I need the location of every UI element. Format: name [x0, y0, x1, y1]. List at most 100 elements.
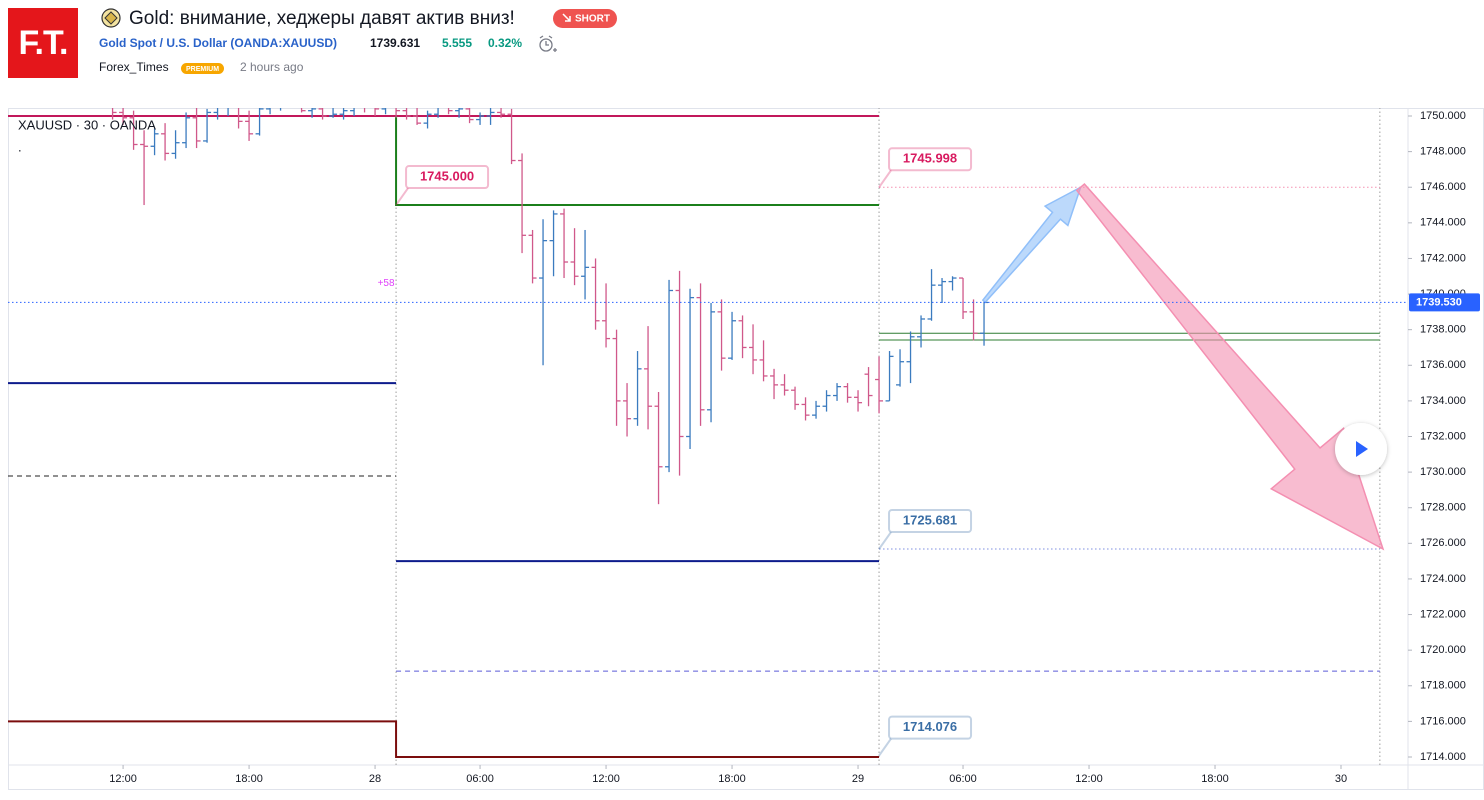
logo[interactable]: [8, 8, 78, 78]
ohlc-bar: [833, 383, 842, 401]
ohlc-bar: [948, 276, 957, 291]
y-tick-label: 1720.000: [1420, 644, 1466, 656]
ohlc-bar: [518, 153, 527, 254]
x-tick-label: 12:00: [1075, 773, 1103, 785]
x-tick-label: 12:00: [592, 773, 620, 785]
premium-badge: [181, 63, 224, 74]
ohlc-bar: [665, 279, 674, 473]
ohlc-bar: [602, 283, 611, 348]
ohlc-bar: [570, 228, 579, 286]
x-tick-label: 18:00: [1201, 773, 1229, 785]
ohlc-bar: [728, 311, 737, 360]
chart-legend: XAUUSD · 30 · OANDA: [18, 117, 156, 132]
arrow: [1075, 183, 1385, 551]
short-icon: [562, 13, 571, 22]
ohlc-bar: [266, 108, 271, 115]
ohlc-bar: [413, 108, 422, 125]
ohlc-bar: [111, 108, 117, 120]
ohlc-bar: [738, 315, 747, 359]
price-label: 1745.998: [878, 147, 973, 188]
ohlc-bar: [906, 331, 915, 384]
ohlc-bar: [171, 130, 180, 159]
ohlc-bar: [927, 269, 936, 321]
play-button[interactable]: [1335, 423, 1387, 475]
ohlc-bar: [287, 93, 295, 107]
price-label-box: [888, 147, 973, 172]
ohlc-bar: [423, 110, 432, 129]
last-price-tag: [1409, 293, 1480, 312]
ohlc-bar: [497, 108, 506, 118]
symbol-link[interactable]: Gold Spot / U.S. Dollar (OANDA:XAUUSD): [99, 36, 337, 50]
ohlc-bar: [686, 288, 695, 449]
range-label: +58: [378, 278, 395, 289]
ohlc-bar: [822, 390, 831, 412]
price-label-box: [405, 165, 490, 190]
price-label-text: 1714.076: [903, 719, 957, 734]
ohlc-bar: [350, 108, 355, 117]
price-label-tail: [878, 738, 892, 757]
arrow: [981, 185, 1082, 304]
ohlc-bar: [486, 108, 495, 125]
x-tick-label: 29: [852, 773, 864, 785]
price-label-text: 1745.000: [420, 168, 474, 183]
y-tick-label: 1748.000: [1420, 146, 1466, 158]
ohlc-bar: [864, 367, 873, 407]
ohlc-bar: [896, 349, 905, 387]
ohlc-bar: [539, 219, 548, 366]
short-badge-text: SHORT: [575, 14, 610, 25]
ohlc-bar: [749, 324, 758, 375]
ohlc-bar: [140, 130, 149, 206]
ohlc-bar: [465, 108, 474, 124]
alert-button[interactable]: [539, 35, 557, 52]
y-tick-label: 1746.000: [1420, 181, 1466, 193]
ohlc-bar: [696, 283, 705, 426]
drawing-line: [8, 720, 880, 758]
ohlc-bar: [119, 108, 128, 125]
symbol-change-pct: 0.32%: [488, 36, 522, 50]
chart-legend-note: .: [18, 139, 22, 154]
y-tick-label: 1736.000: [1420, 359, 1466, 371]
short-badge: [553, 9, 617, 28]
ohlc-bar: [447, 108, 453, 115]
author-link[interactable]: Forex_Times: [99, 60, 169, 74]
y-tick-label: 1730.000: [1420, 466, 1466, 478]
ohlc-bar: [612, 329, 621, 426]
ohlc-bar: [633, 351, 642, 426]
ohlc-bar: [675, 270, 684, 476]
publish-time: 2 hours ago: [240, 60, 304, 74]
ohlc-bar: [801, 397, 810, 421]
ohlc-bar: [843, 383, 852, 403]
idea-icon: [101, 8, 121, 28]
y-tick-label: 1716.000: [1420, 715, 1466, 727]
ohlc-bar: [395, 108, 401, 118]
price-label-tail: [878, 169, 892, 188]
ohlc-bar: [759, 340, 768, 382]
ohlc-bar: [161, 123, 170, 161]
price-label-text: 1725.681: [903, 512, 957, 527]
y-tick-label: 1724.000: [1420, 573, 1466, 585]
chart-frame: [8, 108, 1484, 790]
ohlc-bar: [308, 108, 317, 118]
y-tick-label: 1718.000: [1420, 680, 1466, 692]
price-label: 1725.681: [878, 509, 973, 550]
ohlc-bar: [917, 315, 926, 348]
x-tick-label: 30: [1335, 773, 1347, 785]
ohlc-bar: [780, 374, 789, 396]
ohlc-bar: [812, 400, 821, 419]
ohlc-bar: [644, 326, 653, 430]
ohlc-bar: [245, 110, 254, 141]
price-label-text: 1745.998: [903, 151, 957, 166]
price-label-tail: [878, 531, 892, 550]
ohlc-bar: [885, 351, 894, 402]
ohlc-bar: [591, 258, 600, 330]
symbol-change: 5.555: [442, 36, 472, 50]
ohlc-bar: [203, 108, 212, 143]
ohlc-bar: [150, 128, 159, 156]
price-label-box: [888, 715, 973, 740]
y-tick-label: 1714.000: [1420, 751, 1466, 763]
ohlc-bar: [339, 108, 348, 120]
ohlc-bar: [363, 108, 366, 113]
ohlc-bar: [182, 112, 191, 149]
ohlc-bar: [455, 108, 464, 118]
ohlc-bar: [329, 108, 338, 118]
